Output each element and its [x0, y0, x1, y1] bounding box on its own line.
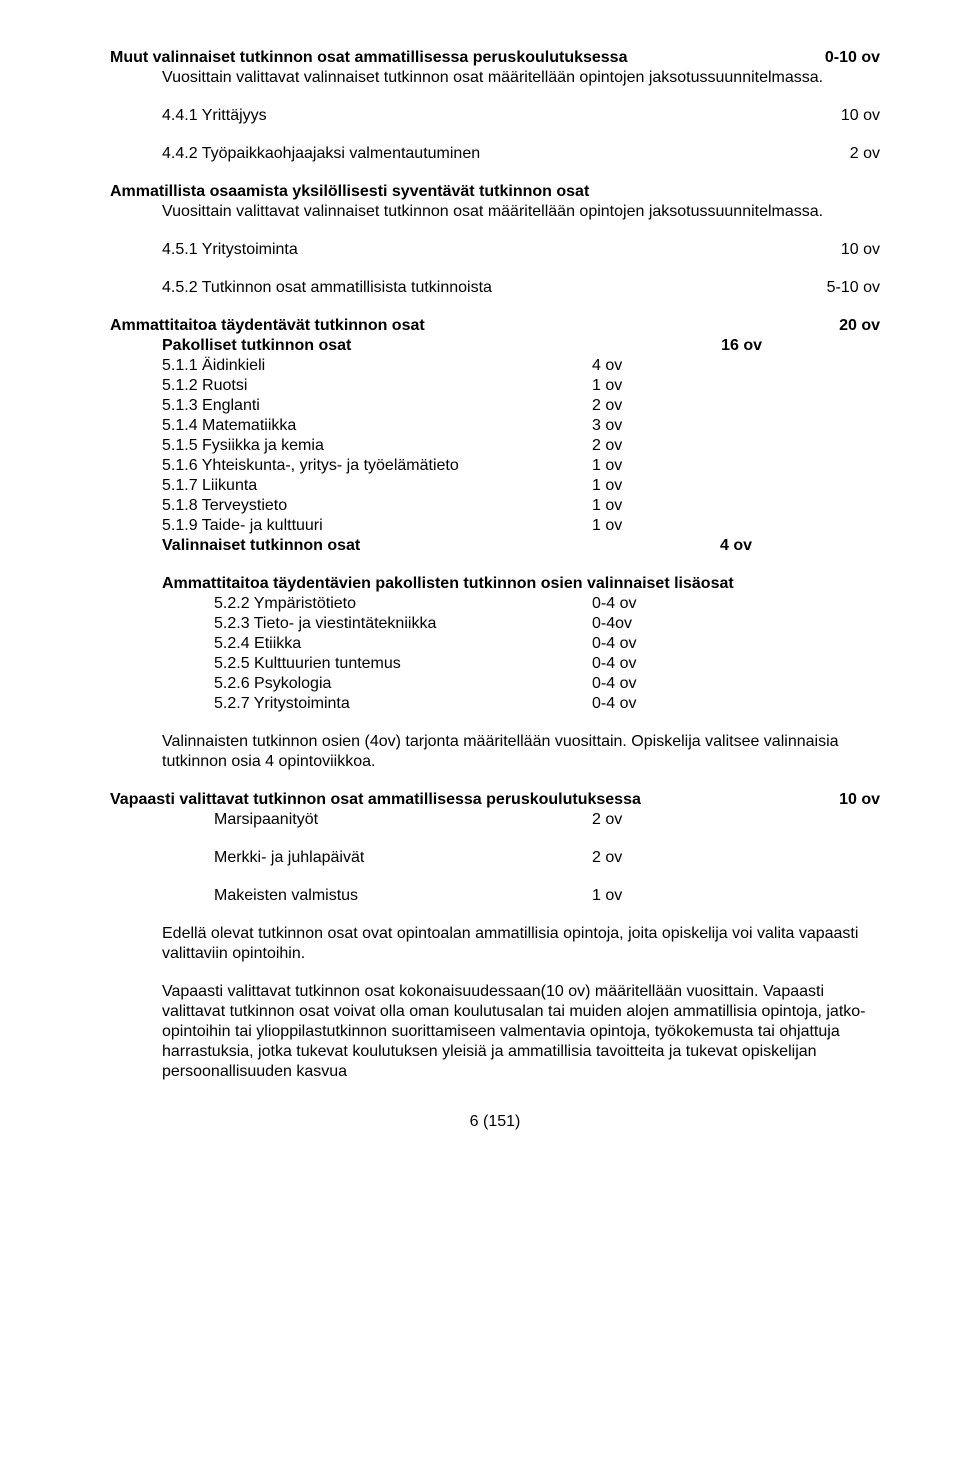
page-footer: 6 (151) — [110, 1112, 880, 1132]
list-item-ov: 3 ov — [592, 416, 672, 436]
list-item-label: 5.1.1 Äidinkieli — [162, 356, 592, 376]
s4-para: Valinnaisten tutkinnon osien (4ov) tarjo… — [110, 732, 880, 772]
list-item-ov: 0-4 ov — [592, 694, 672, 714]
s1-item-1-label: 4.4.1 Yrittäjyys — [162, 106, 267, 126]
s5-title: Vapaasti valittavat tutkinnon osat ammat… — [110, 790, 641, 810]
s3-item: 5.1.8 Terveystieto 1 ov — [110, 496, 880, 516]
list-item-label: 5.2.5 Kulttuurien tuntemus — [214, 654, 592, 674]
s3-valinnaiset-row: Valinnaiset tutkinnon osat 4 ov — [110, 536, 880, 556]
s3-pakolliset-row: Pakolliset tutkinnon osat 16 ov — [110, 336, 880, 356]
list-item-label: Merkki- ja juhlapäivät — [214, 848, 592, 868]
s2-item-2: 4.5.2 Tutkinnon osat ammatillisista tutk… — [110, 278, 880, 298]
s1-sub: Vuosittain valittavat valinnaiset tutkin… — [110, 68, 880, 88]
s1-item-2-ov: 2 ov — [850, 144, 880, 164]
list-item-label: Marsipaanityöt — [214, 810, 592, 830]
list-item-label: 5.1.2 Ruotsi — [162, 376, 592, 396]
s4-item: 5.2.2 Ympäristötieto 0-4 ov — [110, 594, 880, 614]
s3-item: 5.1.4 Matematiikka 3 ov — [110, 416, 880, 436]
s5-title-ov: 10 ov — [839, 790, 880, 810]
s1-item-2: 4.4.2 Työpaikkaohjaajaksi valmentautumin… — [110, 144, 880, 164]
list-item-label: 5.1.4 Matematiikka — [162, 416, 592, 436]
s3-valinnaiset-ov: 4 ov — [720, 536, 880, 556]
s5-title-row: Vapaasti valittavat tutkinnon osat ammat… — [110, 790, 880, 810]
s1-title-row: Muut valinnaiset tutkinnon osat ammatill… — [110, 48, 880, 68]
list-item-ov: 2 ov — [592, 848, 672, 868]
s3-item: 5.1.9 Taide- ja kulttuuri 1 ov — [110, 516, 880, 536]
s3-item: 5.1.5 Fysiikka ja kemia 2 ov — [110, 436, 880, 456]
list-item-ov: 1 ov — [592, 476, 672, 496]
s3-valinnaiset-label: Valinnaiset tutkinnon osat — [162, 536, 360, 556]
list-item-label: 5.1.3 Englanti — [162, 396, 592, 416]
list-item-label: Makeisten valmistus — [214, 886, 592, 906]
s3-title-row: Ammattitaitoa täydentävät tutkinnon osat… — [110, 316, 880, 336]
s1-title-ov: 0-10 ov — [825, 48, 880, 68]
s2-item-2-ov: 5-10 ov — [827, 278, 880, 298]
s5-p2: Vapaasti valittavat tutkinnon osat kokon… — [110, 982, 880, 1082]
list-item-label: 5.2.2 Ympäristötieto — [214, 594, 592, 614]
list-item-ov: 1 ov — [592, 516, 672, 536]
list-item-ov: 0-4ov — [592, 614, 672, 634]
s2-sub: Vuosittain valittavat valinnaiset tutkin… — [110, 202, 880, 222]
s3-title-ov: 20 ov — [839, 316, 880, 336]
list-item-ov: 1 ov — [592, 456, 672, 476]
list-item-ov: 1 ov — [592, 496, 672, 516]
list-item-ov: 1 ov — [592, 886, 672, 906]
s4-item: 5.2.4 Etiikka 0-4 ov — [110, 634, 880, 654]
list-item-label: 5.2.4 Etiikka — [214, 634, 592, 654]
list-item-ov: 0-4 ov — [592, 594, 672, 614]
s2-item-2-label: 4.5.2 Tutkinnon osat ammatillisista tutk… — [162, 278, 492, 298]
s5-item: Makeisten valmistus 1 ov — [110, 886, 880, 906]
s2-item-1-label: 4.5.1 Yritystoiminta — [162, 240, 298, 260]
s5-p1: Edellä olevat tutkinnon osat ovat opinto… — [110, 924, 880, 964]
s1-item-2-label: 4.4.2 Työpaikkaohjaajaksi valmentautumin… — [162, 144, 480, 164]
s2-title: Ammatillista osaamista yksilöllisesti sy… — [110, 182, 880, 202]
list-item-ov: 0-4 ov — [592, 674, 672, 694]
s3-title: Ammattitaitoa täydentävät tutkinnon osat — [110, 316, 425, 336]
s3-item: 5.1.6 Yhteiskunta-, yritys- ja työelämät… — [110, 456, 880, 476]
s4-item: 5.2.7 Yritystoiminta 0-4 ov — [110, 694, 880, 714]
list-item-label: 5.1.5 Fysiikka ja kemia — [162, 436, 592, 456]
s3-pakolliset-label: Pakolliset tutkinnon osat — [162, 336, 351, 356]
list-item-label: 5.1.7 Liikunta — [162, 476, 592, 496]
s2-item-1: 4.5.1 Yritystoiminta 10 ov — [110, 240, 880, 260]
s3-item: 5.1.7 Liikunta 1 ov — [110, 476, 880, 496]
document-page: Muut valinnaiset tutkinnon osat ammatill… — [0, 0, 960, 1180]
s5-item: Merkki- ja juhlapäivät 2 ov — [110, 848, 880, 868]
s3-item: 5.1.2 Ruotsi 1 ov — [110, 376, 880, 396]
list-item-label: 5.1.9 Taide- ja kulttuuri — [162, 516, 592, 536]
list-item-ov: 4 ov — [592, 356, 672, 376]
list-item-ov: 1 ov — [592, 376, 672, 396]
s4-item: 5.2.5 Kulttuurien tuntemus 0-4 ov — [110, 654, 880, 674]
s1-title: Muut valinnaiset tutkinnon osat ammatill… — [110, 48, 627, 68]
list-item-label: 5.2.3 Tieto- ja viestintätekniikka — [214, 614, 592, 634]
s3-item: 5.1.1 Äidinkieli 4 ov — [110, 356, 880, 376]
list-item-label: 5.2.7 Yritystoiminta — [214, 694, 592, 714]
s2-item-1-ov: 10 ov — [841, 240, 880, 260]
s4-title: Ammattitaitoa täydentävien pakollisten t… — [110, 574, 880, 594]
list-item-label: 5.2.6 Psykologia — [214, 674, 592, 694]
list-item-ov: 0-4 ov — [592, 654, 672, 674]
s4-item: 5.2.3 Tieto- ja viestintätekniikka 0-4ov — [110, 614, 880, 634]
s5-item: Marsipaanityöt 2 ov — [110, 810, 880, 830]
list-item-label: 5.1.6 Yhteiskunta-, yritys- ja työelämät… — [162, 456, 592, 476]
s3-pakolliset-ov: 16 ov — [721, 336, 880, 356]
list-item-ov: 2 ov — [592, 436, 672, 456]
s1-item-1-ov: 10 ov — [841, 106, 880, 126]
s4-item: 5.2.6 Psykologia 0-4 ov — [110, 674, 880, 694]
list-item-label: 5.1.8 Terveystieto — [162, 496, 592, 516]
list-item-ov: 2 ov — [592, 396, 672, 416]
list-item-ov: 2 ov — [592, 810, 672, 830]
list-item-ov: 0-4 ov — [592, 634, 672, 654]
s1-item-1: 4.4.1 Yrittäjyys 10 ov — [110, 106, 880, 126]
s3-item: 5.1.3 Englanti 2 ov — [110, 396, 880, 416]
